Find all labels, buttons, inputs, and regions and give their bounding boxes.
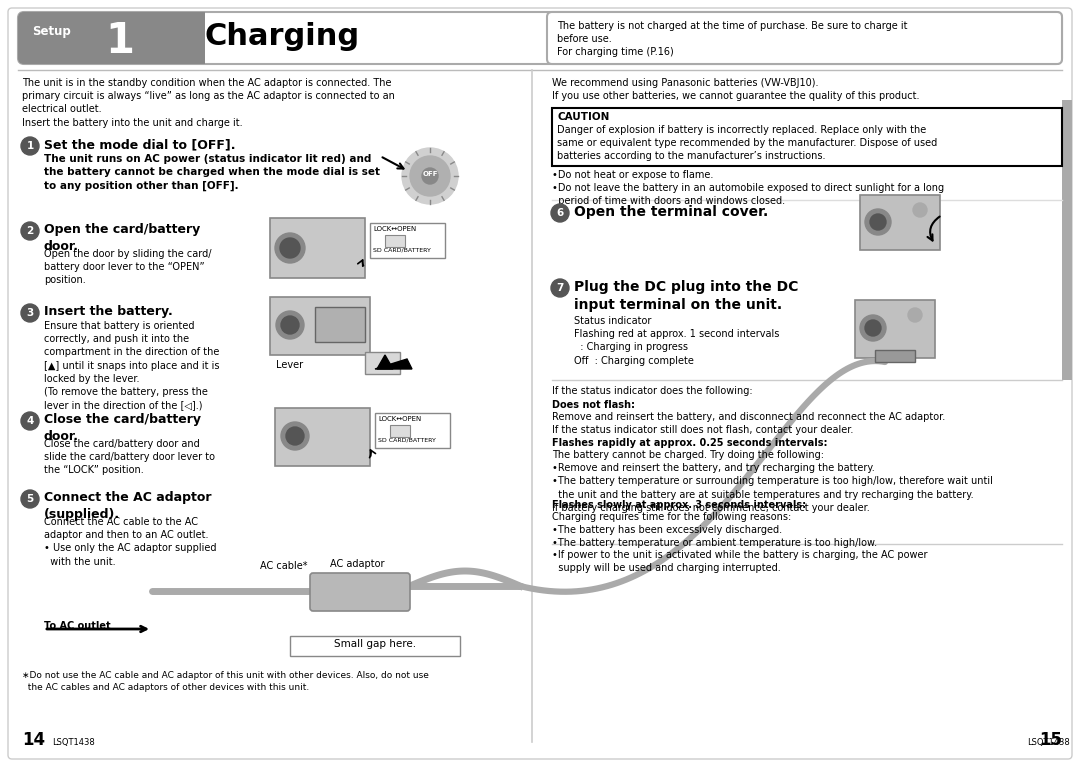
Bar bbox=[270, 218, 365, 278]
Text: 1: 1 bbox=[106, 20, 135, 62]
Circle shape bbox=[402, 148, 458, 204]
Circle shape bbox=[422, 168, 438, 184]
Text: Open the door by sliding the card/
battery door lever to the “OPEN”
position.: Open the door by sliding the card/ batte… bbox=[44, 249, 212, 285]
Text: ∗Do not use the AC cable and AC adaptor of this unit with other devices. Also, d: ∗Do not use the AC cable and AC adaptor … bbox=[22, 671, 429, 692]
Circle shape bbox=[21, 137, 39, 155]
Text: LSQT1438: LSQT1438 bbox=[52, 738, 95, 747]
Text: Insert the battery.: Insert the battery. bbox=[44, 305, 173, 318]
Text: Close the card/battery door and
slide the card/battery door lever to
the “LOCK” : Close the card/battery door and slide th… bbox=[44, 439, 215, 476]
Bar bbox=[1062, 100, 1072, 380]
Circle shape bbox=[286, 427, 303, 445]
Text: Close the card/battery
door.: Close the card/battery door. bbox=[44, 413, 201, 443]
Text: LSQT1438: LSQT1438 bbox=[1027, 738, 1070, 747]
Text: Plug the DC plug into the DC
input terminal on the unit.: Plug the DC plug into the DC input termi… bbox=[573, 280, 798, 312]
Bar bbox=[875, 350, 915, 362]
Text: AC cable*: AC cable* bbox=[260, 561, 308, 571]
Text: 3: 3 bbox=[26, 308, 33, 318]
FancyBboxPatch shape bbox=[310, 573, 410, 611]
Text: The battery is not charged at the time of purchase. Be sure to charge it
before : The battery is not charged at the time o… bbox=[557, 21, 907, 58]
Text: SD CARD/BATTERY: SD CARD/BATTERY bbox=[378, 437, 436, 442]
Circle shape bbox=[281, 422, 309, 450]
Text: Small gap here.: Small gap here. bbox=[334, 639, 416, 649]
Text: SD CARD/BATTERY: SD CARD/BATTERY bbox=[373, 247, 431, 252]
Circle shape bbox=[276, 311, 303, 339]
Text: If the status indicator does the following:: If the status indicator does the followi… bbox=[552, 386, 753, 396]
Text: Ensure that battery is oriented
correctly, and push it into the
compartment in t: Ensure that battery is oriented correctl… bbox=[44, 321, 219, 410]
Bar bbox=[370, 223, 445, 258]
Text: •If power to the unit is activated while the battery is charging, the AC power
 : •If power to the unit is activated while… bbox=[552, 550, 928, 573]
Text: 7: 7 bbox=[556, 283, 564, 293]
FancyBboxPatch shape bbox=[18, 12, 203, 64]
Text: 4: 4 bbox=[26, 416, 33, 426]
Text: 14: 14 bbox=[22, 731, 45, 749]
FancyBboxPatch shape bbox=[8, 8, 1072, 759]
Text: To AC outlet: To AC outlet bbox=[44, 621, 110, 631]
Text: Connect the AC cable to the AC
adaptor and then to an AC outlet.
• Use only the : Connect the AC cable to the AC adaptor a… bbox=[44, 517, 216, 567]
Polygon shape bbox=[375, 359, 411, 369]
Circle shape bbox=[21, 222, 39, 240]
Text: AC adaptor: AC adaptor bbox=[330, 559, 384, 569]
Text: 1: 1 bbox=[26, 141, 33, 151]
Text: The unit is in the standby condition when the AC adaptor is connected. The
prima: The unit is in the standby condition whe… bbox=[22, 78, 395, 127]
Circle shape bbox=[870, 214, 886, 230]
Bar bbox=[375, 413, 450, 448]
Circle shape bbox=[21, 412, 39, 430]
Text: The battery cannot be charged. Try doing the following:
•Remove and reinsert the: The battery cannot be charged. Try doing… bbox=[552, 450, 993, 513]
Bar bbox=[365, 352, 400, 374]
Circle shape bbox=[865, 320, 881, 336]
Text: Charging requires time for the following reasons:
•The battery has been excessiv: Charging requires time for the following… bbox=[552, 512, 877, 548]
Circle shape bbox=[551, 279, 569, 297]
Bar bbox=[270, 297, 370, 355]
Text: Lever: Lever bbox=[276, 360, 303, 370]
Text: 5: 5 bbox=[26, 494, 33, 504]
Bar bbox=[315, 307, 365, 342]
FancyBboxPatch shape bbox=[546, 12, 1062, 64]
Circle shape bbox=[913, 203, 927, 217]
Bar bbox=[140, 12, 205, 64]
Text: •Do not heat or expose to flame.: •Do not heat or expose to flame. bbox=[552, 170, 714, 180]
Bar bbox=[384, 235, 405, 247]
Text: 15: 15 bbox=[1039, 731, 1062, 749]
Text: •Do not leave the battery in an automobile exposed to direct sunlight for a long: •Do not leave the battery in an automobi… bbox=[552, 183, 944, 206]
Bar bbox=[552, 108, 1062, 166]
Text: Flashes slowly at approx. 3 seconds intervals:: Flashes slowly at approx. 3 seconds inte… bbox=[552, 500, 806, 510]
Text: Set the mode dial to [OFF].: Set the mode dial to [OFF]. bbox=[44, 138, 235, 151]
Text: Open the card/battery
door.: Open the card/battery door. bbox=[44, 223, 200, 253]
Circle shape bbox=[281, 316, 299, 334]
Text: LOCK↔OPEN: LOCK↔OPEN bbox=[378, 416, 421, 422]
Text: Open the terminal cover.: Open the terminal cover. bbox=[573, 205, 768, 219]
Circle shape bbox=[410, 156, 450, 196]
Circle shape bbox=[21, 490, 39, 508]
Bar bbox=[860, 195, 940, 250]
Text: Flashes rapidly at approx. 0.25 seconds intervals:: Flashes rapidly at approx. 0.25 seconds … bbox=[552, 438, 827, 448]
Text: 2: 2 bbox=[26, 226, 33, 236]
Text: We recommend using Panasonic batteries (VW-VBJ10).
If you use other batteries, w: We recommend using Panasonic batteries (… bbox=[552, 78, 919, 101]
Text: Does not flash:: Does not flash: bbox=[552, 400, 635, 410]
Text: Setup: Setup bbox=[32, 25, 71, 38]
Bar bbox=[291, 636, 460, 656]
Text: Charging: Charging bbox=[205, 22, 360, 51]
Text: Connect the AC adaptor
(supplied).: Connect the AC adaptor (supplied). bbox=[44, 491, 212, 521]
Text: CAUTION: CAUTION bbox=[557, 112, 609, 122]
Bar bbox=[275, 408, 370, 466]
Text: The unit runs on AC power (status indicator lit red) and
the battery cannot be c: The unit runs on AC power (status indica… bbox=[44, 154, 380, 191]
Circle shape bbox=[908, 308, 922, 322]
Text: Status indicator
Flashing red at approx. 1 second intervals
  : Charging in prog: Status indicator Flashing red at approx.… bbox=[573, 316, 780, 366]
Circle shape bbox=[865, 209, 891, 235]
Circle shape bbox=[21, 304, 39, 322]
Circle shape bbox=[860, 315, 886, 341]
Circle shape bbox=[551, 204, 569, 222]
Text: OFF: OFF bbox=[423, 171, 438, 177]
FancyBboxPatch shape bbox=[18, 12, 1062, 64]
Text: Danger of explosion if battery is incorrectly replaced. Replace only with the
sa: Danger of explosion if battery is incorr… bbox=[557, 125, 937, 161]
Polygon shape bbox=[377, 355, 393, 369]
Text: Remove and reinsert the battery, and disconnect and reconnect the AC adaptor.
If: Remove and reinsert the battery, and dis… bbox=[552, 412, 945, 435]
Text: 6: 6 bbox=[556, 208, 564, 218]
Circle shape bbox=[275, 233, 305, 263]
Text: LOCK↔OPEN: LOCK↔OPEN bbox=[373, 226, 416, 232]
Bar bbox=[855, 300, 935, 358]
Bar bbox=[390, 425, 410, 437]
Circle shape bbox=[280, 238, 300, 258]
